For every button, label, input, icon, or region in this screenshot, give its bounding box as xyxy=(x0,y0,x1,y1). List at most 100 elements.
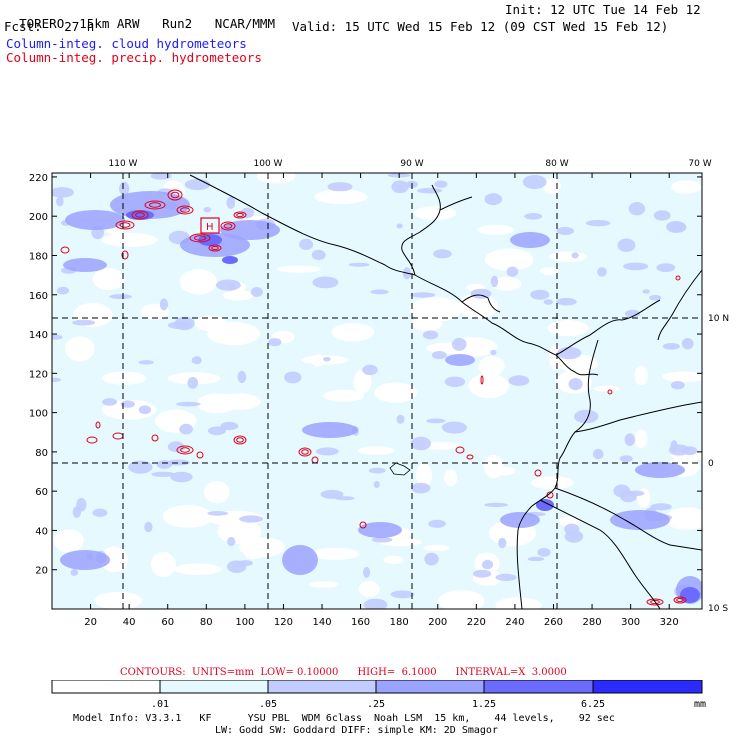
cloud-patch xyxy=(662,343,680,350)
cloud-patch xyxy=(508,375,530,386)
precip-contour xyxy=(60,246,70,254)
dense-cloud-patch xyxy=(635,462,685,478)
x-tick-label: 120 xyxy=(274,617,293,628)
cloud-patch xyxy=(574,409,599,424)
cloud-patch xyxy=(473,569,492,578)
cloud-patch xyxy=(482,559,493,570)
cloud-patch xyxy=(312,276,339,289)
clear-patch xyxy=(478,356,505,376)
very-dense-cloud-patch xyxy=(198,234,222,246)
clear-patch xyxy=(179,269,218,295)
precip-contour xyxy=(359,521,367,529)
cloud-patch xyxy=(237,370,247,384)
precip-contour xyxy=(480,375,484,385)
precip-contour xyxy=(176,205,194,215)
precip-contour xyxy=(95,421,101,429)
cloud-patch xyxy=(444,376,466,388)
cloud-patch xyxy=(624,309,641,318)
precip-contour-inner xyxy=(211,245,219,251)
cloud-patch xyxy=(653,210,671,221)
lon-label: 110 W xyxy=(109,159,138,169)
x-tick-label: 160 xyxy=(351,617,370,628)
cloud-patch xyxy=(410,292,436,298)
clear-patch xyxy=(547,320,589,337)
clear-patch xyxy=(100,546,128,573)
cloud-patch xyxy=(490,275,499,288)
cloud-patch xyxy=(617,238,636,252)
clear-patch xyxy=(222,290,254,301)
clear-patch xyxy=(358,580,380,598)
cloud-patch xyxy=(543,299,553,305)
precip-contour xyxy=(196,451,204,459)
precip-contours xyxy=(60,189,687,606)
x-tick-label: 280 xyxy=(583,617,602,628)
map-axes: 220 200 180 160 140 120 100 80 60 40 20 20 40 60 80 100… xyxy=(29,159,729,628)
clear-patch xyxy=(311,547,360,560)
x-tick-label: 60 xyxy=(161,617,174,628)
precip-contour xyxy=(673,596,687,604)
cloud-patch xyxy=(170,471,193,483)
precip-contour xyxy=(298,447,312,457)
cloud-patch xyxy=(102,398,117,406)
cloud-patch xyxy=(522,175,547,189)
cloud-patch xyxy=(299,238,314,250)
clear-patch xyxy=(484,248,534,271)
cloud-patch xyxy=(176,401,201,407)
cloud-patch xyxy=(623,262,649,271)
cloud-patch xyxy=(422,330,439,340)
dense-cloud-patch xyxy=(282,545,318,575)
scale-box-4 xyxy=(375,680,485,694)
cloud-patch xyxy=(656,263,676,272)
precip-contour-inner xyxy=(236,212,244,218)
cloud-patch xyxy=(184,178,211,191)
cloud-patch xyxy=(76,498,87,512)
y-tick-label: 100 xyxy=(29,409,48,420)
color-scale xyxy=(51,680,703,694)
y-tick-label: 80 xyxy=(35,448,48,459)
clear-patch xyxy=(549,251,587,263)
clear-patch xyxy=(593,385,620,392)
clear-patch xyxy=(476,224,514,235)
cloud-patch xyxy=(642,289,650,294)
dense-cloud-patch xyxy=(500,512,540,528)
plot-frame xyxy=(51,172,703,610)
lat-lon-grid xyxy=(52,173,702,609)
precip-contour-inner xyxy=(170,191,180,199)
clear-patch xyxy=(174,563,222,575)
cloud-patch xyxy=(670,440,678,453)
x-tick-label: 140 xyxy=(312,617,331,628)
precip-contour xyxy=(144,200,166,210)
cloud-patch xyxy=(433,249,452,259)
clear-patch xyxy=(162,505,213,528)
clear-patch xyxy=(314,189,368,205)
cloud-patch xyxy=(556,297,577,306)
clear-patch xyxy=(634,365,648,386)
clear-patch xyxy=(308,581,340,588)
cloud-patch xyxy=(109,294,132,300)
lon-label: 100 W xyxy=(254,159,283,169)
run-name: Run2 xyxy=(162,16,193,31)
lat-label: 10 N xyxy=(708,314,729,324)
precip-contour-inner xyxy=(301,449,309,455)
precip-contour xyxy=(675,275,681,281)
clear-patch xyxy=(194,315,228,332)
cloud-patch xyxy=(524,213,543,220)
cloud-patch xyxy=(284,371,302,384)
cloud-patch xyxy=(207,511,229,516)
cloud-patch xyxy=(470,288,492,299)
precip-contour xyxy=(121,250,129,260)
cloud-patch xyxy=(226,196,236,209)
cloud-patch xyxy=(417,187,442,194)
scale-label-4: 1.25 xyxy=(472,699,497,710)
precip-contour xyxy=(208,244,222,252)
cloud-patch xyxy=(426,418,446,424)
cloud-patch xyxy=(56,286,69,295)
field-precip-label: Column-integ. precip. hydrometeors xyxy=(6,50,262,65)
cloud-patch xyxy=(484,193,503,206)
x-tick-label: 100 xyxy=(235,617,254,628)
cloud-patch xyxy=(506,266,519,277)
cloud-patch xyxy=(495,573,517,582)
clear-patch xyxy=(422,442,460,450)
scale-box-5 xyxy=(483,680,594,694)
clear-patch xyxy=(101,232,158,247)
